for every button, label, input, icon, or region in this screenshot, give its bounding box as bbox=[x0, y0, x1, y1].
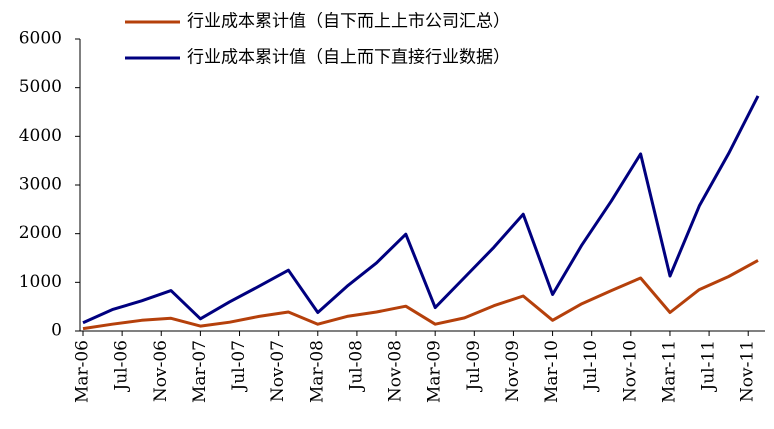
legend-label: 行业成本累计值（自下而上上市公司汇总） bbox=[187, 12, 510, 32]
x-tick-label: Mar-08 bbox=[307, 340, 327, 403]
y-tick-label: 5000 bbox=[19, 77, 62, 97]
x-tick-label: Mar-07 bbox=[190, 340, 210, 403]
x-tick-label: Mar-09 bbox=[425, 340, 445, 403]
x-tick-label: Jul-07 bbox=[229, 340, 249, 393]
y-tick-label: 6000 bbox=[19, 29, 62, 49]
series-line bbox=[82, 95, 760, 325]
x-tick-label: Jul-06 bbox=[112, 340, 132, 393]
x-tick-label: Mar-06 bbox=[73, 340, 93, 403]
x-tick-label: Jul-09 bbox=[464, 340, 484, 393]
x-tick-label: Nov-08 bbox=[386, 340, 406, 402]
x-tick-label: Nov-10 bbox=[620, 340, 640, 402]
y-tick-label: 4000 bbox=[19, 126, 62, 146]
x-tick-label: Nov-06 bbox=[151, 340, 171, 402]
y-tick-label: 3000 bbox=[19, 175, 62, 195]
x-tick-label: Jul-11 bbox=[699, 340, 719, 393]
y-tick-label: 1000 bbox=[19, 272, 62, 292]
x-tick-label: Mar-10 bbox=[542, 340, 562, 403]
x-tick-label: Nov-09 bbox=[503, 340, 523, 402]
y-tick-label: 0 bbox=[51, 321, 62, 341]
x-tick-label: Nov-07 bbox=[268, 340, 288, 402]
x-tick-label: Jul-10 bbox=[581, 340, 601, 393]
series-line bbox=[82, 259, 759, 331]
legend-label: 行业成本累计值（自上而下直接行业数据） bbox=[187, 48, 510, 68]
y-tick-label: 2000 bbox=[19, 223, 62, 243]
x-tick-label: Mar-11 bbox=[659, 340, 679, 403]
x-tick-label: Jul-08 bbox=[346, 340, 366, 393]
x-tick-label: Nov-11 bbox=[738, 340, 758, 402]
